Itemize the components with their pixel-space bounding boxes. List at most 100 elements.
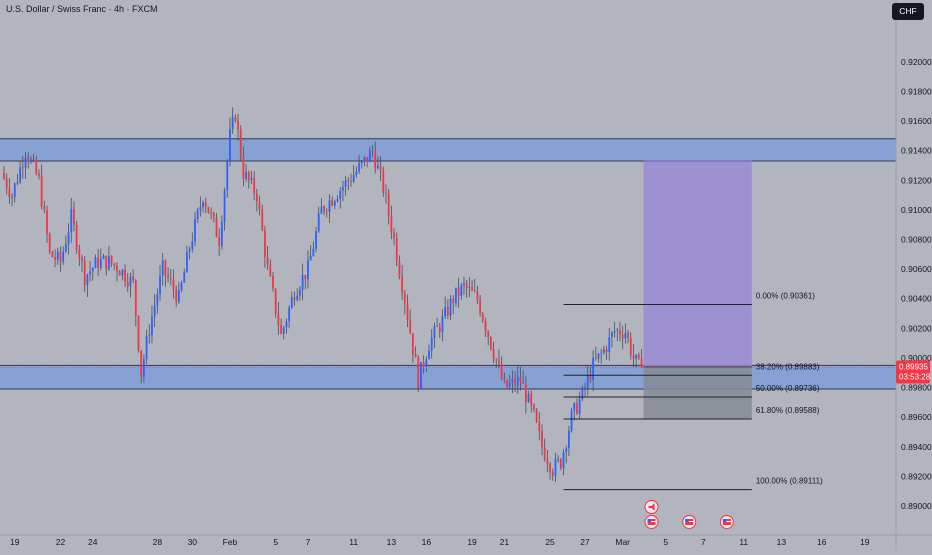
position-layer[interactable] xyxy=(643,160,752,419)
candle-body xyxy=(481,313,484,322)
candle-body xyxy=(253,177,256,194)
candle-body xyxy=(48,233,51,252)
time-tick-label: 5 xyxy=(663,537,668,547)
candle-body xyxy=(231,116,234,129)
candle-body xyxy=(126,281,129,287)
candle-body xyxy=(627,332,629,338)
time-tick-label: Feb xyxy=(223,537,238,547)
candle-body xyxy=(13,183,16,197)
fib-level-label: 38.20% (0.89883) xyxy=(756,362,820,371)
candle-body xyxy=(441,316,444,332)
fib-level-label: 0.00% (0.90361) xyxy=(756,291,815,300)
candle-body xyxy=(621,334,624,339)
us-flag-icon[interactable] xyxy=(644,515,659,529)
candle-body xyxy=(401,276,404,293)
candle-body xyxy=(196,209,199,219)
candle-body xyxy=(530,393,533,405)
candle-body xyxy=(285,321,288,328)
candle-body xyxy=(255,193,258,202)
candle-body xyxy=(562,452,565,469)
price-tick-label: 0.89600 xyxy=(901,412,932,422)
candle-body xyxy=(328,200,331,212)
events-layer[interactable] xyxy=(644,500,734,529)
candle-body xyxy=(142,359,145,377)
candle-body xyxy=(371,150,374,152)
candle-body xyxy=(611,332,613,338)
candle-body xyxy=(616,330,619,332)
candle-body xyxy=(387,193,390,216)
candle-body xyxy=(266,256,269,265)
candle-body xyxy=(108,255,110,270)
price-tick-label: 0.91000 xyxy=(901,205,932,215)
candle-body xyxy=(102,255,105,259)
time-tick-label: 13 xyxy=(387,537,397,547)
price-tick-label: 0.90200 xyxy=(901,323,932,333)
candle-body xyxy=(210,212,213,214)
candle-body xyxy=(105,255,108,270)
candle-body xyxy=(191,241,194,249)
candle-body xyxy=(403,292,406,304)
last-price-badge[interactable] xyxy=(896,360,930,384)
candle-body xyxy=(46,210,48,234)
candle-body xyxy=(81,257,83,261)
chart-title: U.S. Dollar / Swiss Franc · 4h · FXCM xyxy=(6,4,158,14)
candle-body xyxy=(218,236,221,247)
position-target-area[interactable] xyxy=(643,161,752,367)
candle-body xyxy=(304,274,307,280)
candle-body xyxy=(503,378,506,381)
candle-body xyxy=(463,283,465,286)
candle-body xyxy=(59,251,62,262)
position-stop-area[interactable] xyxy=(643,366,752,419)
candle-body xyxy=(619,330,621,335)
candle-body xyxy=(640,358,643,368)
candle-body xyxy=(307,260,309,280)
candle-body xyxy=(347,180,350,181)
candle-body xyxy=(188,248,191,252)
candle-body xyxy=(398,261,401,277)
candle-body xyxy=(514,378,516,386)
candle-body xyxy=(62,251,65,262)
candle-body xyxy=(358,163,360,172)
flag-canton xyxy=(685,519,689,522)
candle-body xyxy=(522,381,525,384)
candle-body xyxy=(352,175,355,182)
candle-body xyxy=(422,362,425,367)
flag-stripe xyxy=(685,521,694,522)
candle-body xyxy=(465,283,468,289)
candle-body xyxy=(164,260,167,276)
candle-body xyxy=(600,352,603,354)
candle-body xyxy=(175,289,178,302)
candle-body xyxy=(546,459,549,465)
candle-body xyxy=(43,206,46,211)
us-flag-icon[interactable] xyxy=(719,515,734,529)
candle-body xyxy=(578,399,581,414)
candle-body xyxy=(242,157,245,179)
bar-countdown: 03:53:28 xyxy=(899,373,931,382)
fib-level-label: 100.00% (0.89111) xyxy=(756,477,823,486)
candle-body xyxy=(269,264,272,276)
candle-body xyxy=(54,257,57,260)
us-flag-icon[interactable] xyxy=(682,515,697,529)
candle-body xyxy=(489,337,492,349)
candle-body xyxy=(70,208,73,233)
candle-body xyxy=(199,206,202,210)
currency-badge[interactable]: CHF xyxy=(892,3,924,20)
candle-body xyxy=(541,430,543,448)
candle-body xyxy=(180,282,183,290)
candle-body xyxy=(444,307,447,317)
candle-body xyxy=(570,410,573,431)
candle-body xyxy=(355,171,358,176)
time-tick-label: 7 xyxy=(701,537,706,547)
candle-body xyxy=(89,271,91,275)
fibonacci-layer[interactable]: 0.00% (0.90361) 38.20% (0.89883) 50.00% (0… xyxy=(563,291,823,491)
candle-body xyxy=(315,231,317,249)
candle-body xyxy=(161,260,164,276)
candle-body xyxy=(430,337,433,351)
candle-body xyxy=(94,257,97,269)
candle-body xyxy=(167,275,169,278)
speaker-event-icon[interactable] xyxy=(644,500,659,514)
